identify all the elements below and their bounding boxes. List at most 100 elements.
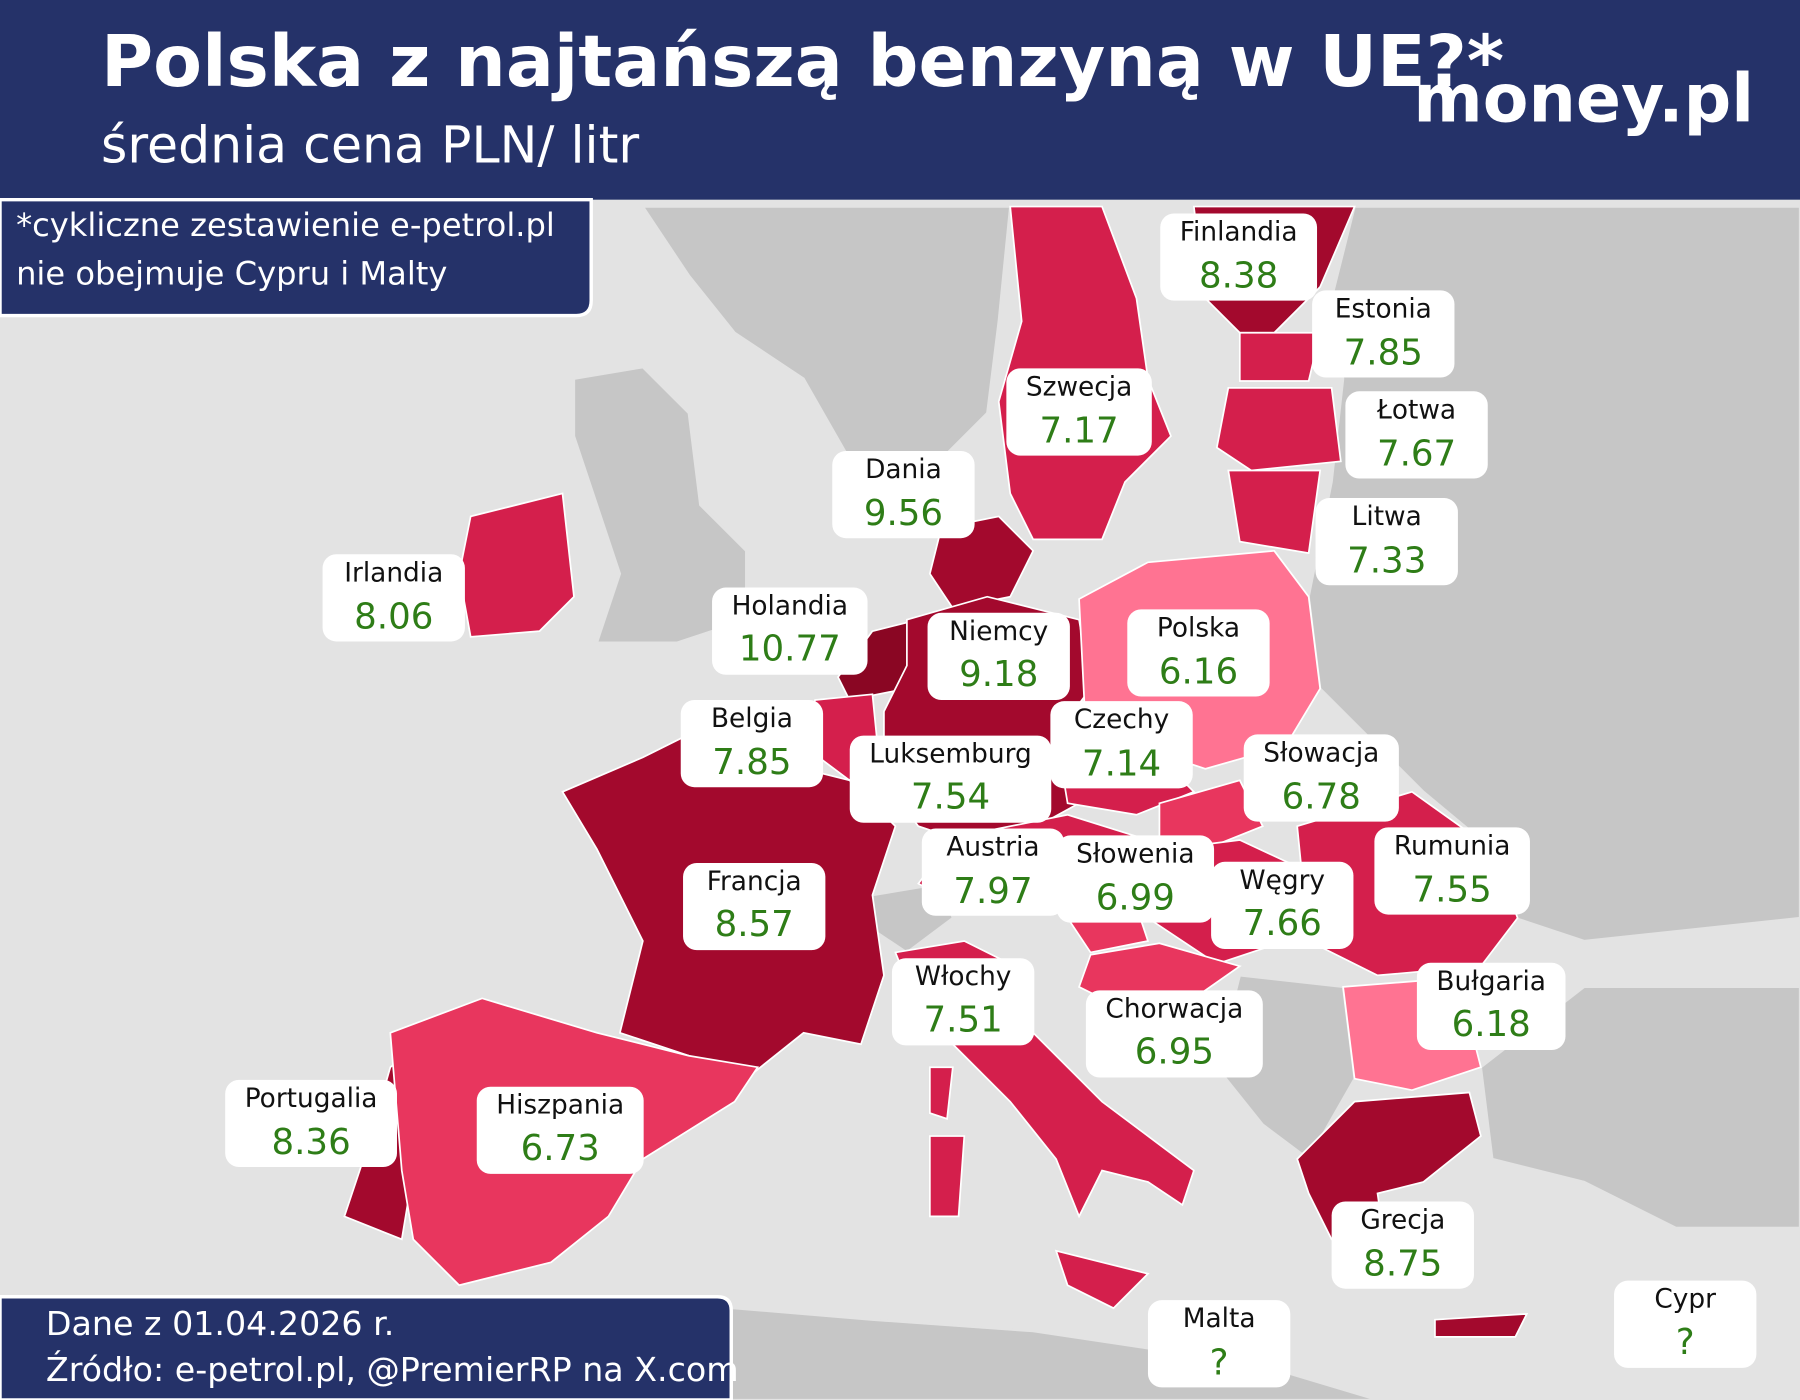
label-box (1374, 827, 1530, 915)
country-label: Austria 7.97 (921, 828, 1065, 916)
country-value: 7.85 (1344, 333, 1423, 374)
country-label: Rumunia 7.55 (1374, 827, 1530, 915)
country-value: 6.73 (521, 1128, 600, 1169)
label-box (225, 1079, 397, 1168)
country-value: 7.66 (1243, 903, 1322, 944)
country-value: ? (1676, 1322, 1695, 1363)
country-name: Estonia (1335, 294, 1432, 324)
country-name: Niemcy (949, 617, 1048, 647)
label-box (1331, 1201, 1474, 1289)
country-name: Portugalia (245, 1084, 378, 1114)
country-label: Łotwa 7.67 (1345, 391, 1488, 479)
country-name: Hiszpania (496, 1091, 624, 1121)
country-value: 8.36 (271, 1122, 350, 1163)
country-value: 7.51 (924, 999, 1003, 1040)
country-value: 8.57 (715, 904, 794, 945)
country-value: ? (1210, 1342, 1229, 1383)
country-label: Litwa 7.33 (1315, 498, 1458, 586)
note-line: nie obejmuje Cypru i Malty (16, 254, 447, 292)
country-value: 6.16 (1159, 652, 1238, 693)
country-shape (928, 1135, 966, 1218)
label-box (927, 612, 1070, 700)
country-shape (1158, 779, 1264, 851)
country-label: Irlandia 8.06 (322, 554, 465, 642)
country-value: 7.14 (1082, 743, 1161, 784)
country-value: 6.78 (1282, 777, 1361, 818)
country-value: 7.54 (911, 777, 990, 818)
label-box (1160, 213, 1318, 301)
label-box (1614, 1280, 1757, 1368)
country-name: Szwecja (1026, 372, 1132, 402)
country-label: Słowacja 6.78 (1243, 734, 1399, 822)
country-name: Grecja (1360, 1205, 1445, 1235)
country-value: 7.85 (712, 742, 791, 783)
country-value: 7.67 (1377, 434, 1456, 475)
header-bar (0, 0, 1800, 200)
country-name: Malta (1183, 1304, 1256, 1334)
country-label: Belgia 7.85 (680, 700, 824, 788)
country-name: Austria (946, 833, 1039, 863)
country-value: 8.75 (1363, 1244, 1442, 1285)
country-label: Portugalia 8.36 (225, 1079, 397, 1168)
label-box (1243, 734, 1399, 822)
country-label: Hiszpania 6.73 (476, 1086, 644, 1174)
country-label: Estonia 7.85 (1312, 290, 1455, 378)
country-label: Francja 8.57 (683, 862, 826, 951)
note-line: *cykliczne zestawienie e-petrol.pl (16, 206, 555, 244)
footer-line: Źródło: e-petrol.pl, @PremierRP na X.com (46, 1349, 739, 1389)
label-box (891, 958, 1035, 1046)
country-value: 6.18 (1452, 1004, 1531, 1045)
label-box (1416, 962, 1566, 1050)
country-name: Dania (865, 455, 942, 485)
country-name: Słowenia (1076, 839, 1194, 869)
country-value: 6.99 (1096, 878, 1175, 919)
label-box (1345, 391, 1488, 479)
country-value: 6.95 (1135, 1031, 1214, 1072)
country-shape (1238, 331, 1322, 382)
country-label: Bułgaria 6.18 (1416, 962, 1566, 1050)
label-box (921, 828, 1065, 916)
country-shape (1215, 387, 1342, 472)
country-name: Słowacja (1263, 738, 1379, 768)
country-shape (1434, 1312, 1529, 1338)
country-name: Węgry (1240, 866, 1326, 896)
country-name: Holandia (732, 592, 848, 622)
country-label: Luksemburg 7.54 (849, 735, 1052, 823)
labels: Finlandia 8.38 Estonia 7.85 Łotwa 7.67 Szwecja… (225, 213, 1757, 1388)
country-shape (1227, 469, 1322, 555)
country-name: Chorwacja (1105, 994, 1243, 1024)
country-name: Cypr (1654, 1285, 1716, 1315)
title: Polska z najtańszą benzyną w UE?* (101, 20, 1504, 103)
label-box (1211, 861, 1354, 950)
country-label: Węgry 7.66 (1211, 861, 1354, 950)
country-name: Rumunia (1394, 831, 1511, 861)
country-label: Szwecja 7.17 (1006, 368, 1152, 456)
country-label: Włochy 7.51 (891, 958, 1035, 1046)
country-label: Słowenia 6.99 (1056, 835, 1215, 923)
country-value: 7.55 (1413, 870, 1492, 911)
country-label: Polska 6.16 (1127, 609, 1270, 697)
country-name: Litwa (1352, 502, 1422, 532)
country-label: Cypr? (1614, 1280, 1757, 1368)
country-label: Chorwacja 6.95 (1085, 990, 1263, 1078)
label-box (712, 587, 868, 675)
country-name: Luksemburg (869, 740, 1031, 770)
label-box (1147, 1300, 1291, 1388)
label-box (832, 450, 975, 539)
country-label: Niemcy 9.18 (927, 612, 1070, 700)
label-box (683, 862, 826, 951)
country-name: Włochy (915, 962, 1012, 992)
label-box (476, 1086, 644, 1174)
country-value: 9.18 (959, 654, 1038, 695)
country-shape (928, 1066, 954, 1121)
label-box (680, 700, 824, 788)
country-name: Łotwa (1376, 395, 1456, 425)
country-value: 10.77 (739, 629, 841, 670)
country-value: 7.17 (1039, 411, 1118, 452)
country-name: Belgia (711, 704, 793, 734)
country-value: 8.06 (354, 597, 433, 638)
label-box (1315, 498, 1458, 586)
label-box (1127, 609, 1270, 697)
country-label: Grecja 8.75 (1331, 1201, 1474, 1289)
